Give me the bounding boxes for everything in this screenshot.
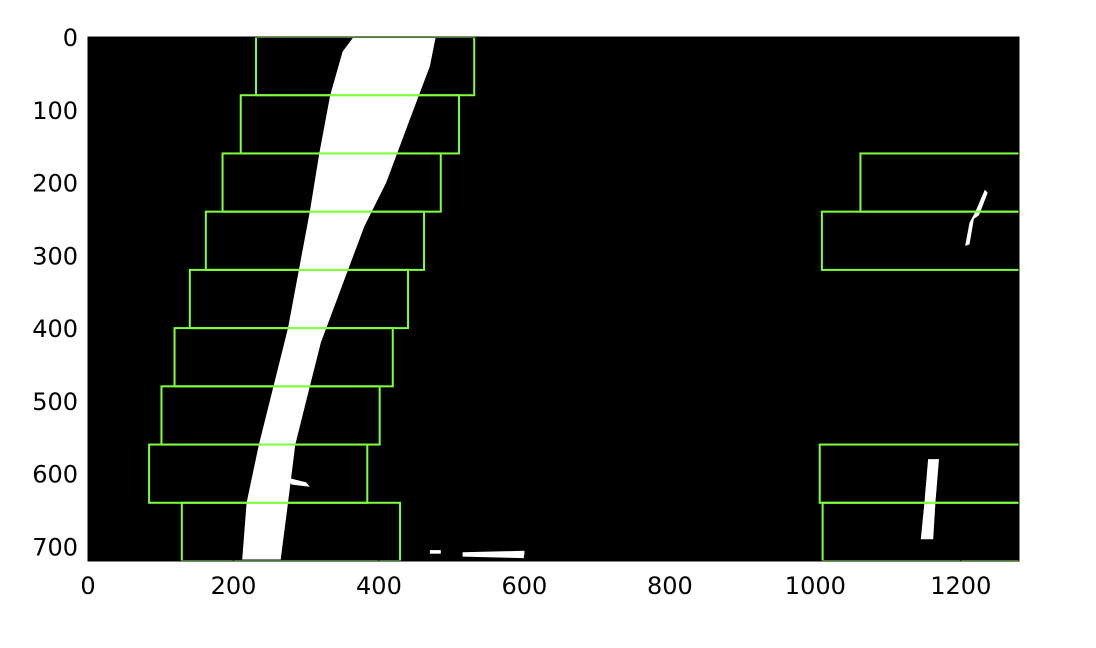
sliding-window-right-12 (859, 152, 1019, 213)
x-tick-label: 800 (647, 572, 693, 600)
y-tick-label: 600 (32, 461, 78, 489)
x-tick-label: 0 (80, 572, 95, 600)
plot-area (88, 37, 1019, 561)
sliding-windows (148, 37, 1019, 561)
y-tick-label: 0 (63, 24, 78, 52)
x-tick-label: 1000 (785, 572, 846, 600)
plot-background (88, 37, 1019, 561)
x-axis: 0 200 400 600 800 1000 1200 (80, 555, 991, 600)
sliding-window-right-10 (818, 443, 1019, 504)
y-tick-label: 200 (32, 170, 78, 198)
y-tick-label: 300 (32, 242, 78, 270)
right-lane-lower (920, 459, 939, 540)
x-tick-label: 600 (502, 572, 548, 600)
y-tick-label: 100 (32, 97, 78, 125)
left-lane-line (242, 37, 436, 560)
x-tick-label: 1200 (930, 572, 991, 600)
right-lane-upper (965, 189, 988, 246)
x-tick-label: 400 (356, 572, 402, 600)
y-tick-label: 700 (32, 533, 78, 561)
plot-frame (87, 36, 1020, 562)
y-axis: 0 100 200 300 400 500 600 700 (32, 24, 94, 561)
y-tick-label: 500 (32, 388, 78, 416)
left-lane-blob (285, 477, 310, 487)
lane-pixels (242, 37, 988, 560)
x-tick-label: 200 (211, 572, 257, 600)
bottom-speck-2 (462, 550, 525, 559)
y-tick-label: 400 (32, 315, 78, 343)
bottom-speck-1 (429, 550, 441, 554)
sliding-window-left-8 (255, 37, 476, 97)
